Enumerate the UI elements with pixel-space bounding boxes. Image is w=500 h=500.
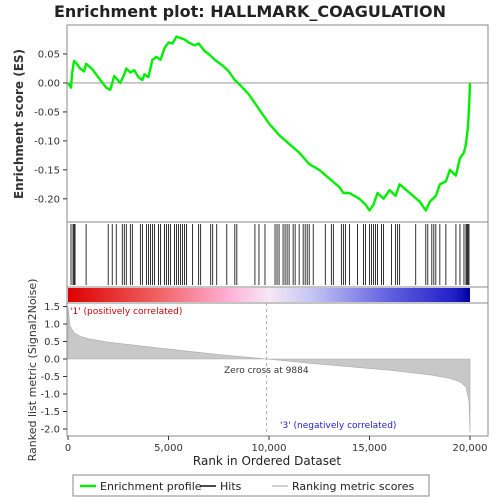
es-y-tick-label: -0.10 — [34, 136, 60, 147]
x-tick-label: 0 — [65, 443, 71, 454]
x-axis-label: Rank in Ordered Dataset — [193, 454, 341, 468]
metric-y-tick-label: -1.0 — [40, 390, 60, 401]
hits-panel-frame — [66, 221, 489, 288]
metric-y-tick-label: -2.0 — [40, 425, 60, 436]
metric-y-tick-label: 1.0 — [44, 320, 60, 331]
metric-y-tick-label: 1.5 — [44, 302, 60, 313]
legend-label: Enrichment profile — [100, 480, 202, 493]
metric-y-tick-label: -1.5 — [40, 407, 60, 418]
es-axis-label: Enrichment score (ES) — [12, 49, 26, 199]
es-y-tick-label: -0.05 — [34, 107, 60, 118]
chart-title: Enrichment plot: HALLMARK_COAGULATION — [54, 2, 446, 21]
es-y-tick-label: -0.20 — [34, 194, 60, 205]
ranking-metric-area — [67, 306, 471, 433]
es-y-tick-label: 0.00 — [38, 78, 60, 89]
metric-axis-label: Ranked list metric (Signal2Noise) — [26, 279, 39, 462]
metric-y-tick-label: 0.5 — [44, 337, 60, 348]
legend-label: Hits — [220, 480, 242, 493]
x-tick-label: 20,000 — [453, 443, 488, 454]
es-panel-frame — [66, 24, 489, 223]
enrichment-profile-line — [66, 35, 472, 212]
rank-color-bar — [68, 288, 470, 302]
es-y-tick-label: 0.05 — [38, 49, 60, 60]
negative-correlation-label: '3' (negatively correlated) — [280, 421, 396, 431]
positive-correlation-label: '1' (positively correlated) — [70, 307, 182, 317]
x-tick-label: 5,000 — [154, 443, 183, 454]
legend-label: Ranking metric scores — [292, 480, 414, 493]
legend-box — [72, 474, 430, 497]
x-tick-label: 10,000 — [252, 443, 287, 454]
zero-cross-label: Zero cross at 9884 — [224, 366, 309, 376]
metric-y-tick-label: 0.0 — [44, 355, 60, 366]
es-y-tick-label: -0.15 — [34, 165, 60, 176]
x-tick-label: 15,000 — [352, 443, 387, 454]
metric-y-tick-label: -0.5 — [40, 372, 60, 383]
